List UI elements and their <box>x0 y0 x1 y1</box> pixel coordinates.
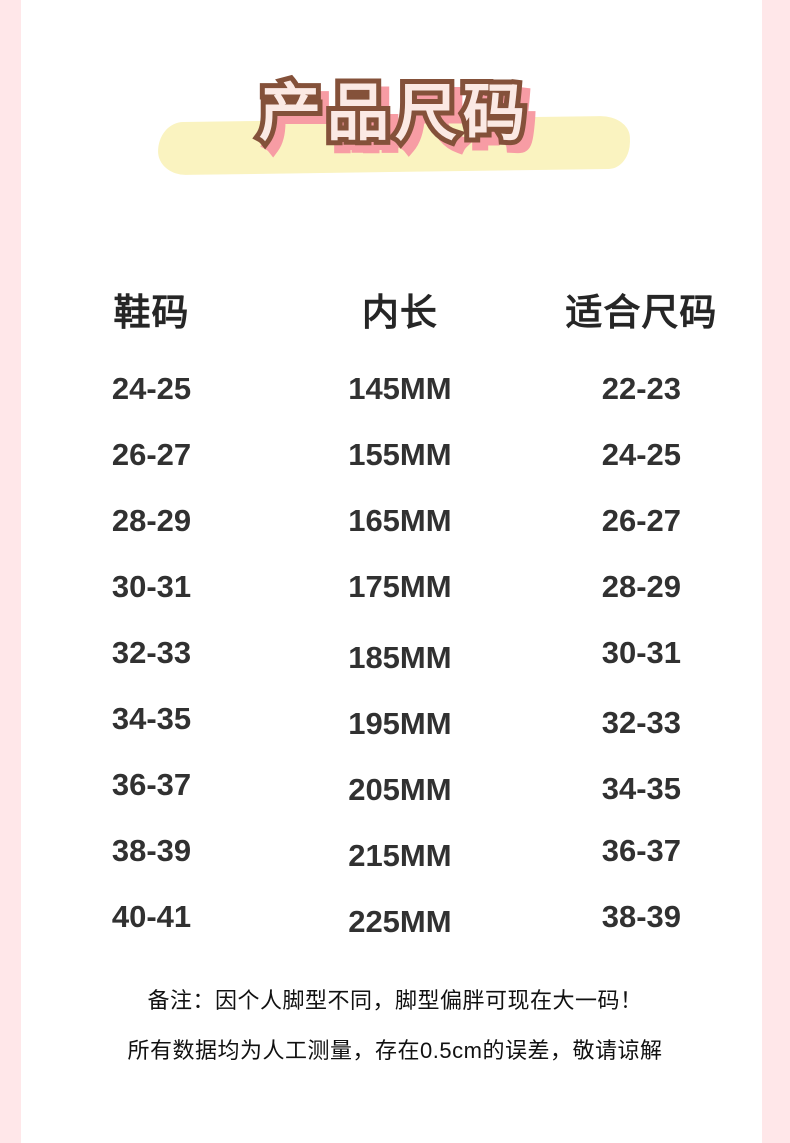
left-pink-border <box>0 0 21 1143</box>
table-row: 40-41 225MM 38-39 <box>48 884 738 950</box>
note-line-2: 所有数据均为人工测量，存在0.5cm的误差，敬请谅解 <box>127 1038 663 1063</box>
size-table: 鞋码 内长 适合尺码 24-25 145MM 22-23 26-27 155MM… <box>48 274 738 950</box>
table-row: 28-29 165MM 26-27 <box>48 488 738 554</box>
cell-inner-length: 155MM <box>348 437 452 472</box>
note-line-1: 备注：因个人脚型不同，脚型偏胖可现在大一码！ <box>147 988 643 1013</box>
table-row: 34-35 195MM 32-33 <box>48 686 738 752</box>
table-row: 26-27 155MM 24-25 <box>48 422 738 488</box>
cell-shoe-size: 30-31 <box>111 569 192 604</box>
table-row: 24-25 145MM 22-23 <box>48 356 738 422</box>
cell-shoe-size: 38-39 <box>111 833 192 868</box>
notes-section: 备注：因个人脚型不同，脚型偏胖可现在大一码！ 所有数据均为人工测量，存在0.5c… <box>0 986 790 1066</box>
cell-inner-length: 165MM <box>348 503 452 538</box>
cell-fit-size: 34-35 <box>601 771 682 806</box>
cell-fit-size: 32-33 <box>601 705 682 740</box>
cell-inner-length: 185MM <box>348 640 452 675</box>
cell-shoe-size: 40-41 <box>111 899 192 934</box>
cell-fit-size: 36-37 <box>601 833 682 868</box>
cell-shoe-size: 24-25 <box>111 371 192 406</box>
cell-fit-size: 24-25 <box>601 437 682 472</box>
cell-fit-size: 30-31 <box>601 635 682 670</box>
cell-inner-length: 225MM <box>348 904 452 939</box>
table-row: 36-37 205MM 34-35 <box>48 752 738 818</box>
column-header-fit-size: 适合尺码 <box>565 292 718 333</box>
cell-inner-length: 145MM <box>348 371 452 406</box>
table-row: 30-31 175MM 28-29 <box>48 554 738 620</box>
column-header-shoe-size: 鞋码 <box>113 292 190 333</box>
cell-inner-length: 175MM <box>348 569 452 604</box>
page-title: 产品尺码 产品尺码 产品尺码 <box>0 74 790 160</box>
cell-shoe-size: 32-33 <box>111 635 192 670</box>
page-title-outline: 产品尺码 <box>254 74 531 152</box>
cell-shoe-size: 28-29 <box>111 503 192 538</box>
table-row: 38-39 215MM 36-37 <box>48 818 738 884</box>
page-title-text: 产品尺码 <box>258 79 531 148</box>
right-pink-border <box>762 0 790 1143</box>
table-row: 32-33 185MM 30-31 <box>48 620 738 686</box>
cell-shoe-size: 34-35 <box>111 701 192 736</box>
page-title-shadow: 产品尺码 <box>262 82 539 160</box>
table-header-row: 鞋码 内长 适合尺码 <box>48 274 738 344</box>
cell-shoe-size: 26-27 <box>111 437 192 472</box>
column-header-inner-length: 内长 <box>361 292 438 333</box>
cell-fit-size: 22-23 <box>601 371 682 406</box>
cell-shoe-size: 36-37 <box>111 767 192 802</box>
cell-fit-size: 26-27 <box>601 503 682 538</box>
cell-fit-size: 38-39 <box>601 899 682 934</box>
cell-fit-size: 28-29 <box>601 569 682 604</box>
cell-inner-length: 205MM <box>348 772 452 807</box>
cell-inner-length: 195MM <box>348 706 452 741</box>
cell-inner-length: 215MM <box>348 838 452 873</box>
title-section: 产品尺码 产品尺码 产品尺码 <box>0 0 790 176</box>
